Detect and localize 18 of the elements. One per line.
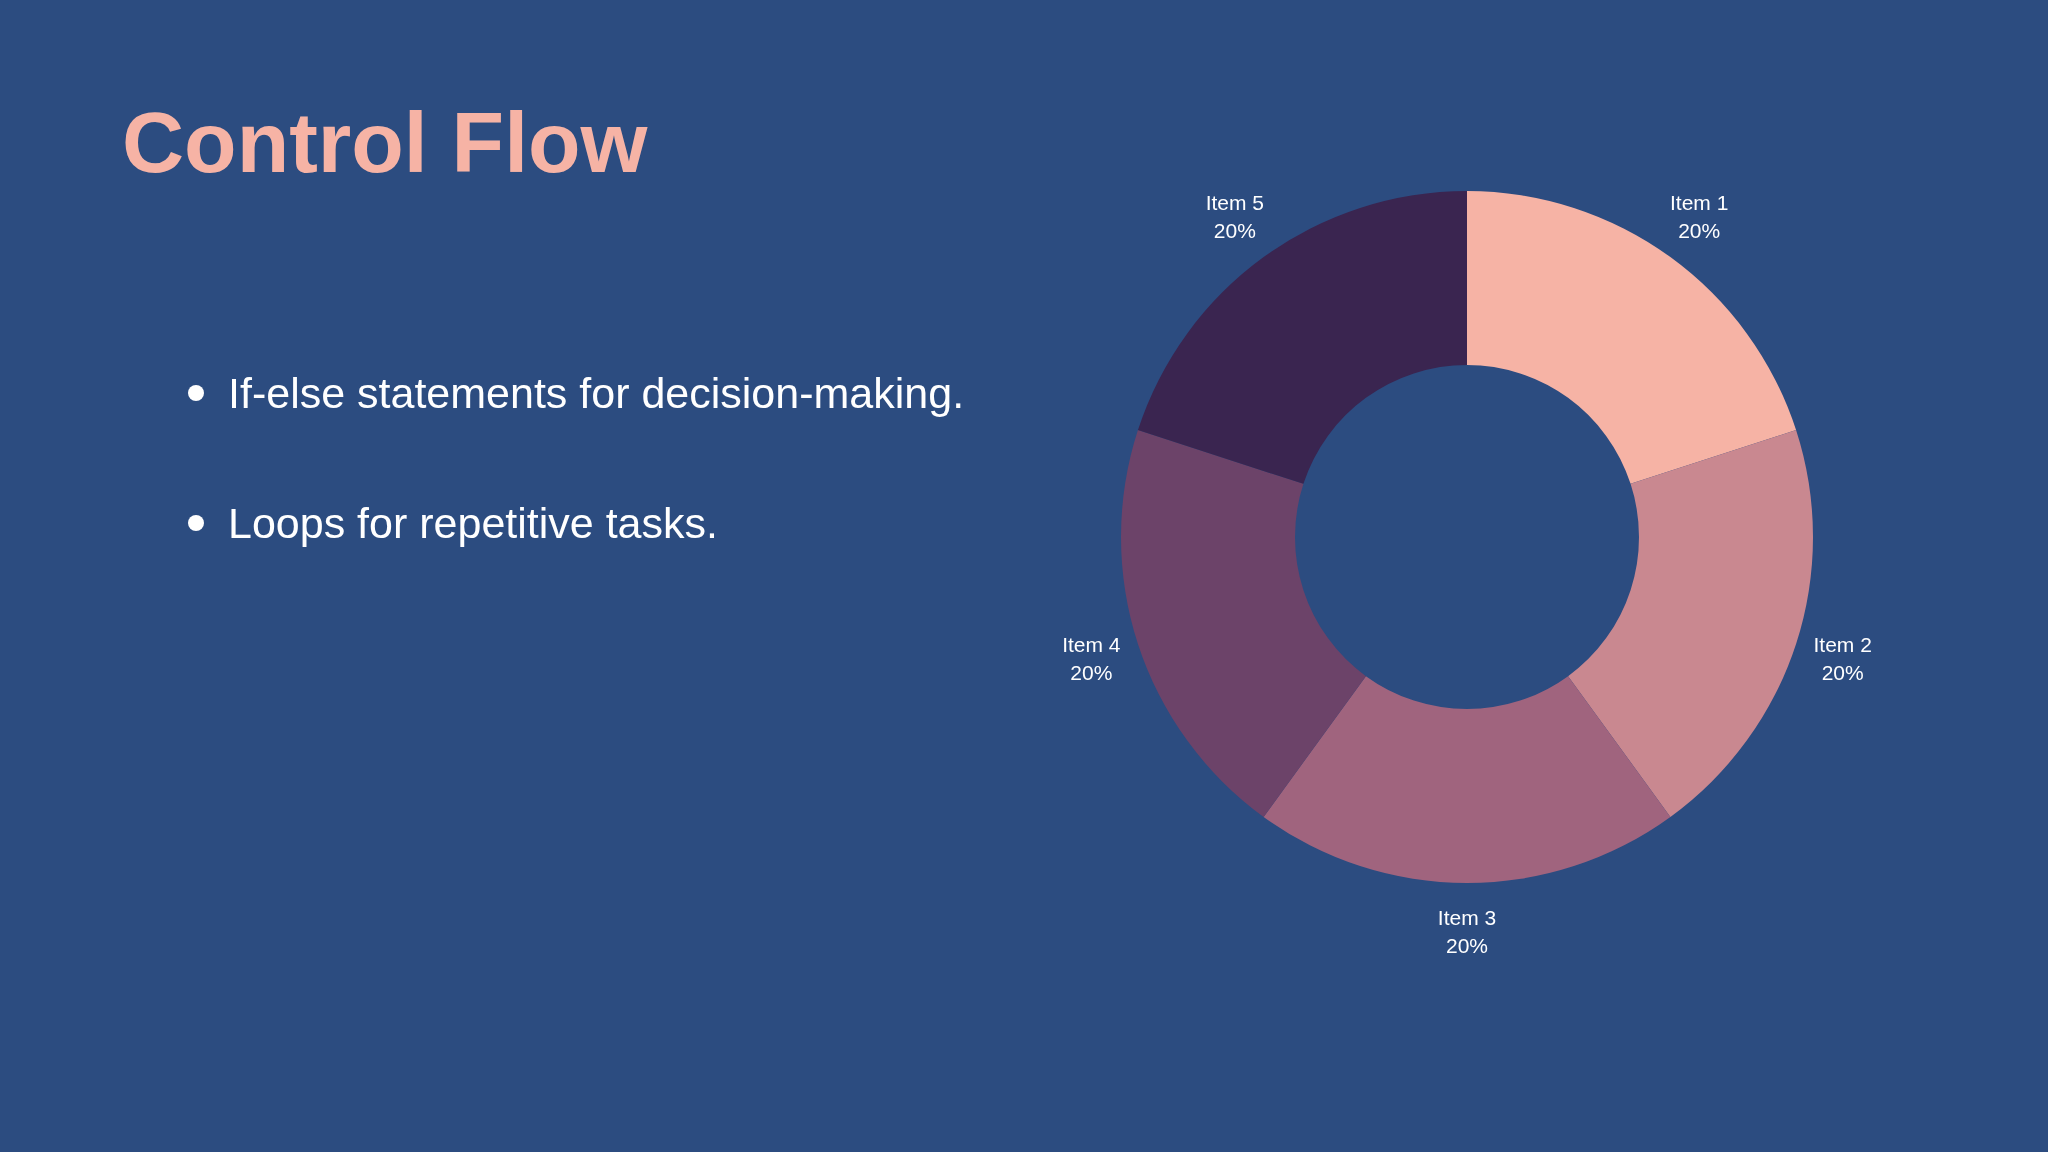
data-label: 20% <box>1821 661 1864 685</box>
data-label: 20% <box>1445 934 1489 957</box>
slice-label: Item 3 <box>1437 906 1497 929</box>
data-label: 20% <box>1678 219 1721 243</box>
donut-slice <box>1467 191 1797 484</box>
slice-label: Item 4 <box>1062 633 1121 657</box>
data-label: 20% <box>1070 661 1113 685</box>
donut-slice <box>1568 430 1813 817</box>
text: Loops for repetitive tasks. <box>228 499 718 547</box>
donut-slice <box>1263 676 1671 883</box>
chart-title: Control Flow <box>122 94 649 190</box>
slice-label: Item 1 <box>1670 191 1729 215</box>
slice-label: Item 5 <box>1205 191 1264 215</box>
donut-slice <box>1137 191 1467 484</box>
slice-label: Item 2 <box>1813 633 1872 657</box>
donut-slice <box>1121 430 1366 817</box>
text: If-else statements for decision-making. <box>228 369 965 417</box>
data-label: 20% <box>1213 219 1256 243</box>
